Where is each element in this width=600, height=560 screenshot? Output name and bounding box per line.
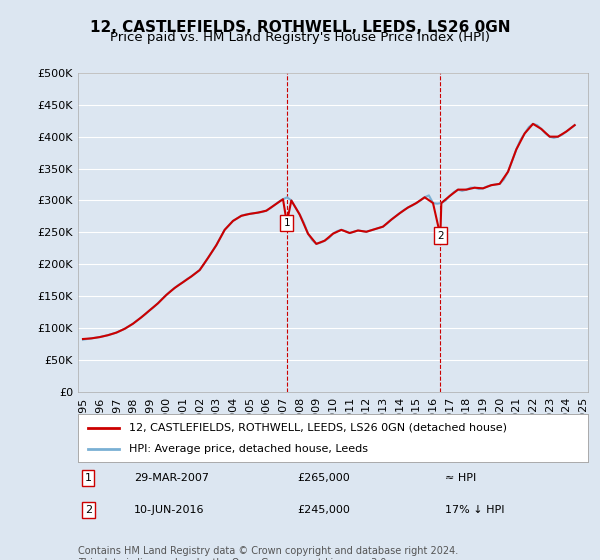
Text: £265,000: £265,000 bbox=[297, 473, 350, 483]
Text: 17% ↓ HPI: 17% ↓ HPI bbox=[445, 505, 505, 515]
Text: Price paid vs. HM Land Registry's House Price Index (HPI): Price paid vs. HM Land Registry's House … bbox=[110, 31, 490, 44]
Text: 12, CASTLEFIELDS, ROTHWELL, LEEDS, LS26 0GN (detached house): 12, CASTLEFIELDS, ROTHWELL, LEEDS, LS26 … bbox=[129, 423, 507, 433]
Text: 10-JUN-2016: 10-JUN-2016 bbox=[134, 505, 205, 515]
Text: Contains HM Land Registry data © Crown copyright and database right 2024.
This d: Contains HM Land Registry data © Crown c… bbox=[78, 546, 458, 560]
Text: 12, CASTLEFIELDS, ROTHWELL, LEEDS, LS26 0GN: 12, CASTLEFIELDS, ROTHWELL, LEEDS, LS26 … bbox=[90, 20, 510, 35]
Text: 2: 2 bbox=[437, 231, 443, 241]
Text: 1: 1 bbox=[85, 473, 92, 483]
Text: HPI: Average price, detached house, Leeds: HPI: Average price, detached house, Leed… bbox=[129, 444, 368, 454]
Text: 29-MAR-2007: 29-MAR-2007 bbox=[134, 473, 209, 483]
Text: ≈ HPI: ≈ HPI bbox=[445, 473, 476, 483]
Text: 1: 1 bbox=[284, 218, 290, 228]
Text: 2: 2 bbox=[85, 505, 92, 515]
Text: £245,000: £245,000 bbox=[297, 505, 350, 515]
